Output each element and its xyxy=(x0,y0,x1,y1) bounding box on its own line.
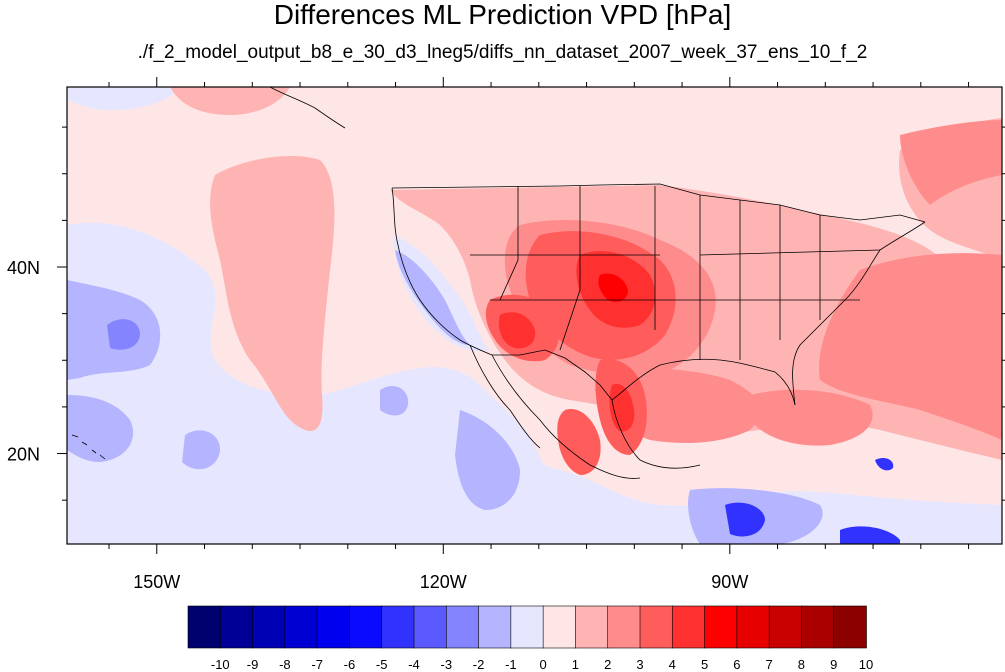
y-tick-label: 20N xyxy=(7,445,40,465)
colorbar-label: -8 xyxy=(279,657,291,672)
colorbar-swatch xyxy=(736,605,770,649)
map-field xyxy=(67,87,1002,544)
field-neg2-hawaii xyxy=(67,395,134,462)
field-pos6-core xyxy=(598,273,628,302)
colorbar-swatch xyxy=(704,605,738,649)
field-neg-strong-carib xyxy=(725,502,765,537)
field-pos2-ne xyxy=(900,120,1002,205)
field-neg2-blob1 xyxy=(380,385,409,416)
field-neg-northwest xyxy=(67,87,180,111)
colorbar-label: -3 xyxy=(441,657,453,672)
state-line-1 xyxy=(499,186,519,301)
field-pos5-mex xyxy=(609,383,635,432)
colorbar-swatch xyxy=(381,605,415,649)
colorbar-swatch xyxy=(833,605,867,649)
mexico-west-coast xyxy=(491,354,641,479)
field-neg-southwest xyxy=(393,235,490,352)
colorbar-label: -2 xyxy=(473,657,485,672)
colorbar-swatch xyxy=(801,605,835,649)
colorbar-swatch xyxy=(607,605,641,649)
field-neg2-blob2 xyxy=(182,430,220,470)
x-tick-label: 120W xyxy=(420,572,467,592)
west-coast xyxy=(391,187,493,356)
field-pos2-atlantic xyxy=(819,253,1002,440)
colorbar-label: 2 xyxy=(604,657,611,672)
baja xyxy=(469,344,541,449)
colorbar-swatch xyxy=(671,605,706,649)
colorbar-label: 4 xyxy=(669,657,676,672)
field-neg-mexico xyxy=(470,420,1002,544)
colorbar-label: -9 xyxy=(247,657,259,672)
field-neg-strong-carib2 xyxy=(840,526,900,544)
colorbar-swatch xyxy=(316,605,351,649)
colorbar-label: 5 xyxy=(701,657,708,672)
coastlines-and-borders xyxy=(71,87,926,479)
x-tick-label: 90W xyxy=(711,572,748,592)
gulf-coast xyxy=(611,358,796,406)
mexico-east-coast xyxy=(611,399,701,469)
us-mexico-border xyxy=(492,349,613,401)
colorbar-label: 3 xyxy=(636,657,643,672)
field-neg2-south xyxy=(455,410,520,510)
colorbar-swatch xyxy=(252,605,286,649)
colorbar-swatch xyxy=(187,605,222,649)
colorbar-label: 8 xyxy=(798,657,805,672)
field-neg2-pacific-blob xyxy=(107,319,140,350)
map-subtitle: ./f_2_model_output_b8_e_30_d3_lneg5/diff… xyxy=(137,42,868,63)
colorbar-label: 6 xyxy=(733,657,740,672)
axis-ticks xyxy=(57,77,1005,554)
colorbar-swatch xyxy=(478,605,512,649)
field-pos-central-pacific xyxy=(210,155,335,431)
colorbar-swatch xyxy=(349,605,383,649)
field-pos3-baja xyxy=(557,409,601,475)
colorbar-label: -6 xyxy=(344,657,356,672)
colorbar-swatch xyxy=(639,605,674,649)
hawaii-islands xyxy=(71,434,106,460)
field-neg-strong-east xyxy=(875,457,894,471)
state-line-9 xyxy=(699,249,881,256)
x-tick-label: 150W xyxy=(133,572,180,592)
state-line-2 xyxy=(559,186,581,351)
colorbar-label: 1 xyxy=(572,657,579,672)
alaska-coast xyxy=(269,87,346,129)
field-neg2-sw-coast xyxy=(395,250,470,345)
colorbar-label: -1 xyxy=(505,657,517,672)
colorbar-label: -4 xyxy=(408,657,420,672)
y-tick-label: 40N xyxy=(7,258,40,278)
colorbar-label: -10 xyxy=(211,657,230,672)
colorbar-swatch xyxy=(284,605,318,649)
field-pos2-gulf-east xyxy=(750,389,873,446)
map-title: Differences ML Prediction VPD [hPa] xyxy=(273,0,732,30)
field-pos5-sw xyxy=(498,312,536,349)
colorbar-label: -5 xyxy=(376,657,388,672)
colorbar-swatch xyxy=(219,605,254,649)
colorbar-label: 9 xyxy=(830,657,837,672)
colorbar-label: 0 xyxy=(540,657,547,672)
colorbar-swatch xyxy=(575,605,609,649)
colorbar-swatch xyxy=(413,605,448,649)
colorbar-label: 7 xyxy=(766,657,773,672)
plot-frame xyxy=(66,86,1003,545)
colorbar-swatch xyxy=(445,605,480,649)
colorbar-label: 10 xyxy=(859,657,873,672)
field-pos-north xyxy=(170,87,290,115)
axis-tick-labels: 150W 120W 90W 40N 20N xyxy=(7,258,748,592)
colorbar-swatch xyxy=(510,605,544,649)
colorbar-swatch xyxy=(768,605,803,649)
colorbar: -10 -9 -8 -7 -6 -5 -4 -3 -2 -1 0 1 2 3 4 5 6 7 8 9 10 xyxy=(187,605,873,672)
colorbar-swatch xyxy=(542,605,577,649)
colorbar-label: -7 xyxy=(311,657,323,672)
